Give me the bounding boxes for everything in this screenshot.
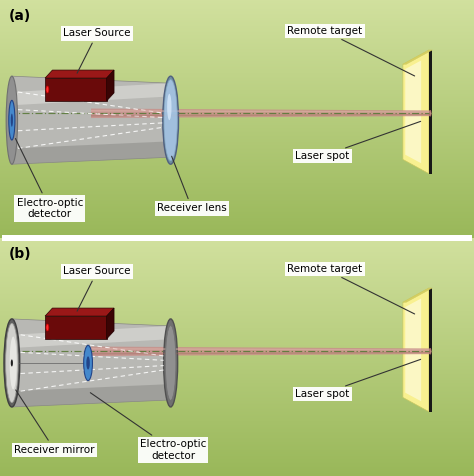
Polygon shape [12,76,171,164]
Polygon shape [91,352,430,355]
Text: Laser Source: Laser Source [64,266,131,311]
Ellipse shape [429,348,431,354]
Text: Receiver mirror: Receiver mirror [14,390,95,455]
Polygon shape [107,308,114,339]
Text: Remote target: Remote target [287,26,415,76]
Polygon shape [429,288,432,412]
Polygon shape [91,110,430,112]
Polygon shape [45,78,107,101]
Polygon shape [12,319,171,407]
Text: Electro-optic
detector: Electro-optic detector [91,393,206,461]
Polygon shape [91,114,430,117]
Text: Laser spot: Laser spot [295,359,420,399]
Ellipse shape [11,114,13,127]
Ellipse shape [167,94,172,120]
Text: Receiver lens: Receiver lens [157,156,227,214]
Polygon shape [12,141,171,164]
Polygon shape [403,288,432,302]
Polygon shape [45,316,107,339]
Text: Remote target: Remote target [287,264,415,314]
Polygon shape [429,50,432,174]
Polygon shape [91,348,430,350]
Ellipse shape [84,346,92,381]
Polygon shape [91,109,430,118]
Ellipse shape [4,319,20,407]
Text: Laser Source: Laser Source [64,28,131,73]
Ellipse shape [86,357,90,369]
Polygon shape [403,288,429,412]
Polygon shape [403,50,432,64]
Ellipse shape [165,326,176,400]
Text: Electro-optic
detector: Electro-optic detector [16,139,83,219]
Ellipse shape [163,76,179,164]
Polygon shape [405,298,421,401]
Text: Laser spot: Laser spot [295,121,420,161]
Ellipse shape [46,86,49,93]
Polygon shape [91,347,430,356]
Ellipse shape [9,100,15,140]
Ellipse shape [46,324,49,331]
Polygon shape [12,83,171,105]
Ellipse shape [11,359,13,367]
Polygon shape [45,308,114,316]
Ellipse shape [6,323,18,403]
Ellipse shape [429,110,431,116]
Text: (b): (b) [9,247,31,260]
Ellipse shape [6,76,18,164]
Polygon shape [12,384,171,407]
Polygon shape [107,70,114,101]
Polygon shape [45,70,114,78]
Polygon shape [403,50,429,174]
Ellipse shape [164,79,177,161]
Text: (a): (a) [9,9,31,22]
Ellipse shape [9,337,17,389]
Polygon shape [12,326,171,348]
Ellipse shape [164,319,178,407]
Polygon shape [405,60,421,163]
